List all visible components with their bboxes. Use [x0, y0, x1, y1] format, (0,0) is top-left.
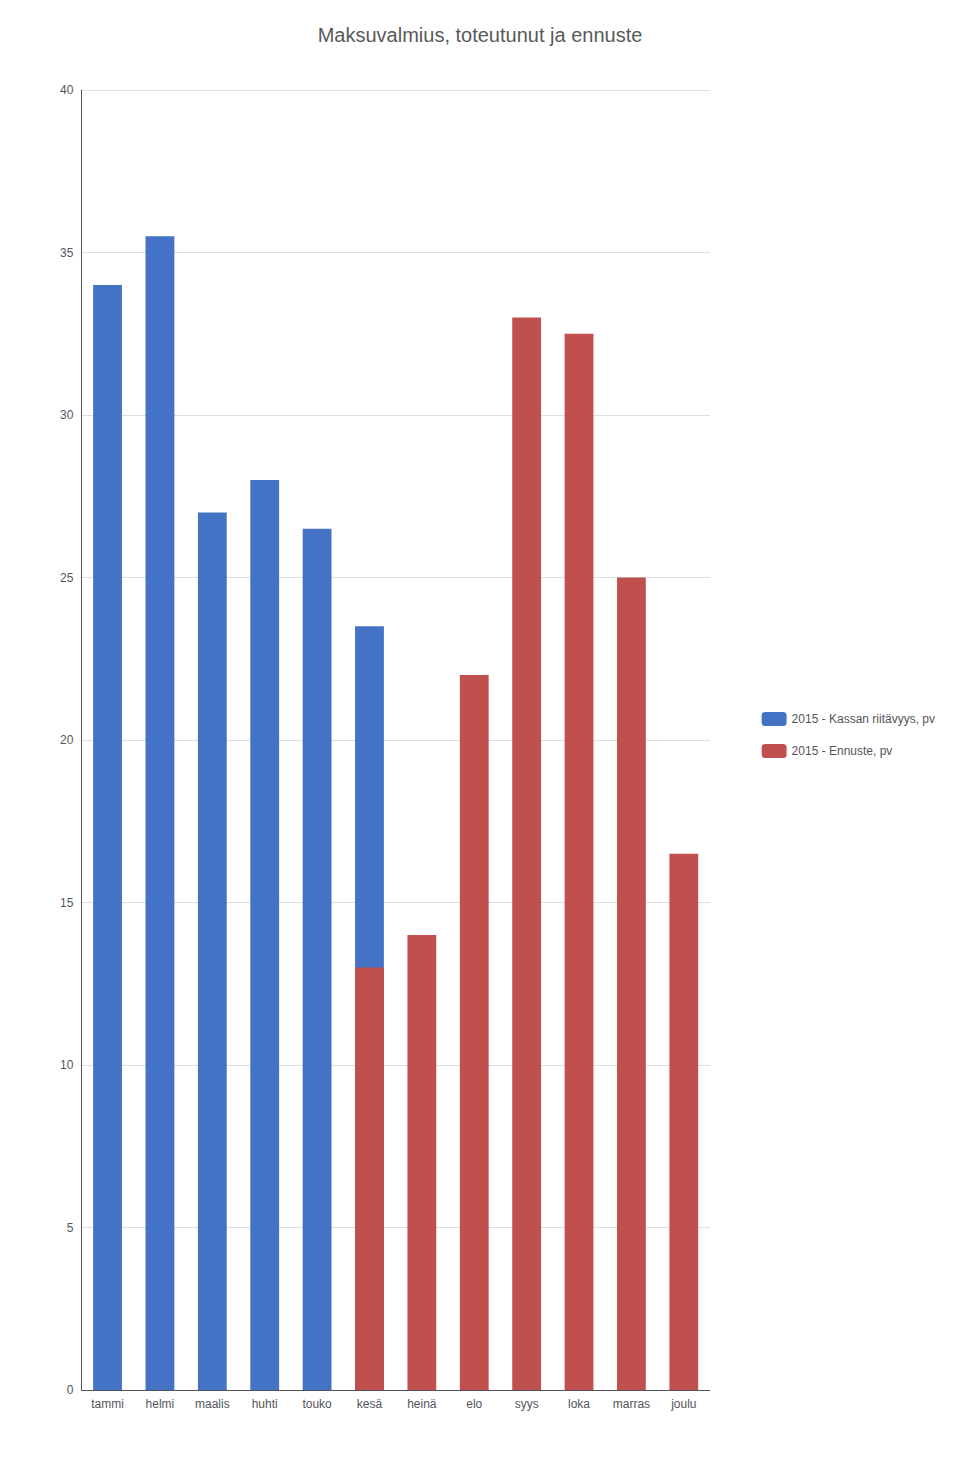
- svg-text:35: 35: [60, 246, 74, 260]
- svg-text:maalis: maalis: [195, 1397, 230, 1411]
- svg-text:marras: marras: [613, 1397, 650, 1411]
- svg-text:touko: touko: [302, 1397, 332, 1411]
- svg-text:10: 10: [60, 1058, 74, 1072]
- svg-text:loka: loka: [568, 1397, 590, 1411]
- svg-text:30: 30: [60, 408, 74, 422]
- svg-text:40: 40: [60, 83, 74, 97]
- svg-text:2015 - Ennuste, pv: 2015 - Ennuste, pv: [792, 744, 893, 758]
- svg-text:syys: syys: [515, 1397, 539, 1411]
- svg-text:2015 - Kassan riitävyys, pv: 2015 - Kassan riitävyys, pv: [792, 712, 935, 726]
- svg-text:15: 15: [60, 896, 74, 910]
- svg-text:Maksuvalmius, toteutunut ja en: Maksuvalmius, toteutunut ja ennuste: [318, 24, 643, 46]
- svg-text:joulu: joulu: [670, 1397, 696, 1411]
- svg-text:tammi: tammi: [91, 1397, 124, 1411]
- svg-text:helmi: helmi: [146, 1397, 175, 1411]
- svg-text:huhti: huhti: [252, 1397, 278, 1411]
- svg-text:0: 0: [67, 1383, 74, 1397]
- svg-text:elo: elo: [466, 1397, 482, 1411]
- svg-text:5: 5: [67, 1221, 74, 1235]
- svg-text:20: 20: [60, 733, 74, 747]
- svg-text:25: 25: [60, 571, 74, 585]
- svg-text:heinä: heinä: [407, 1397, 437, 1411]
- svg-text:kesä: kesä: [357, 1397, 383, 1411]
